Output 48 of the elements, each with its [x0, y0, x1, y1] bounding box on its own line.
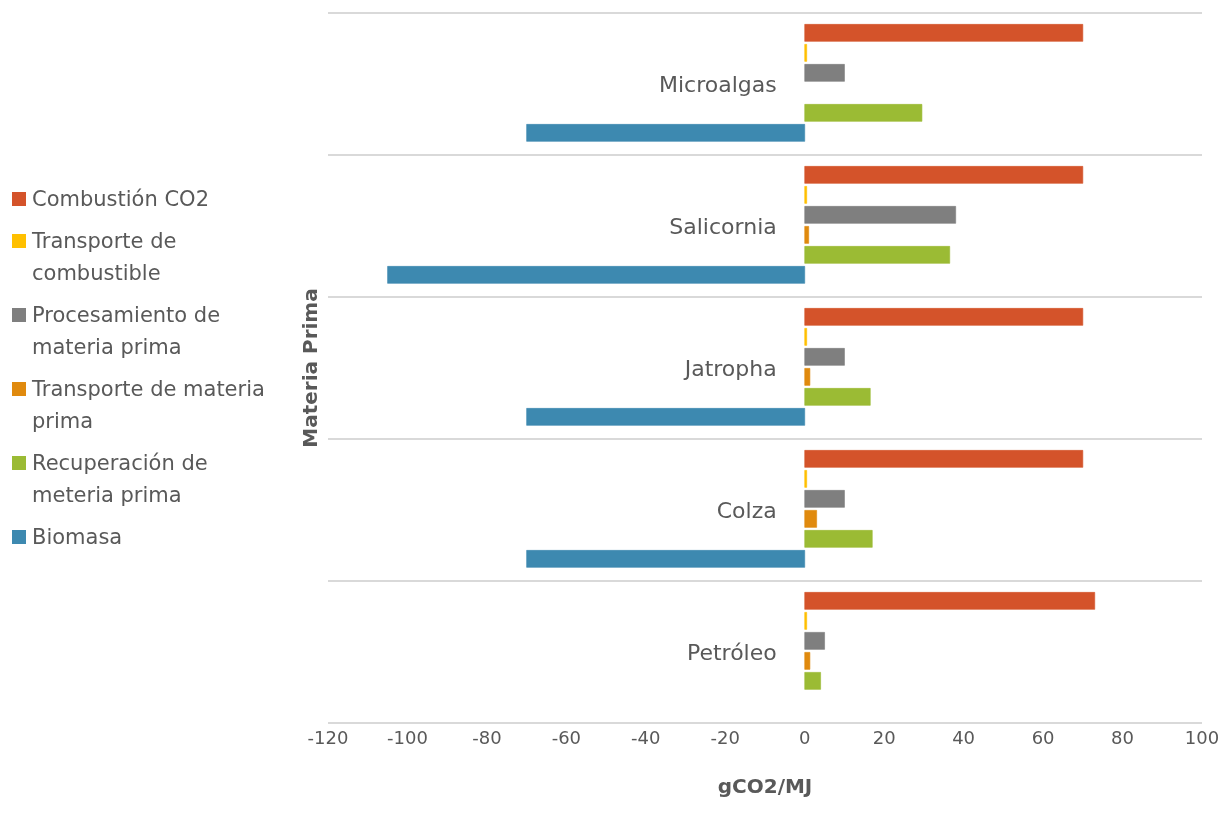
y-tick-label: Jatropha [682, 356, 777, 381]
x-axis-title: gCO2/MJ [717, 774, 813, 798]
x-tick-label: -60 [551, 726, 582, 748]
x-tick-label: -120 [307, 726, 349, 748]
bar [804, 347, 845, 366]
bar [804, 387, 871, 406]
y-tick-label: Petróleo [686, 640, 777, 665]
bar [804, 671, 822, 690]
y-tick-label: Microalgas [659, 72, 777, 97]
bar [804, 103, 923, 122]
bar [804, 651, 811, 670]
x-tick-label: 80 [1111, 726, 1134, 748]
bar [804, 631, 826, 650]
y-tick-label: Salicornia [669, 214, 777, 239]
x-tick-label: -80 [472, 726, 502, 748]
legend-label: Recuperación de meteria prima [32, 450, 209, 509]
bar [387, 265, 806, 284]
y-axis-title: Materia Prima [298, 288, 323, 448]
bar [804, 489, 845, 508]
x-tick-label: 100 [1184, 726, 1220, 748]
bar [804, 367, 811, 386]
legend-label: Biomasa [32, 524, 123, 551]
bar [526, 123, 806, 142]
x-tick-label: -20 [710, 726, 740, 748]
x-tick-label: 0 [799, 726, 811, 748]
legend-label: Transporte de combustible [32, 228, 178, 287]
bar [804, 23, 1084, 42]
bar [804, 591, 1096, 610]
bar [804, 529, 873, 548]
x-tick-label: 40 [952, 726, 976, 748]
x-tick-label: 20 [872, 726, 896, 748]
legend-label: Procesamiento de materia prima [32, 302, 222, 361]
bar [804, 307, 1084, 326]
bar [804, 449, 1084, 468]
legend-label: Transporte de materia prima [32, 376, 266, 435]
x-tick-label: -40 [631, 726, 661, 748]
bar [804, 165, 1084, 184]
x-tick-label: -100 [387, 726, 428, 748]
x-tick-label: 60 [1031, 726, 1055, 748]
y-tick-label: Colza [716, 498, 777, 523]
bar [526, 407, 806, 426]
bar [804, 225, 810, 244]
bar [804, 245, 951, 264]
bar [804, 205, 957, 224]
legend-label: Combustión CO2 [32, 186, 210, 213]
bar [804, 509, 818, 528]
bar [804, 63, 845, 82]
bar [526, 549, 806, 568]
